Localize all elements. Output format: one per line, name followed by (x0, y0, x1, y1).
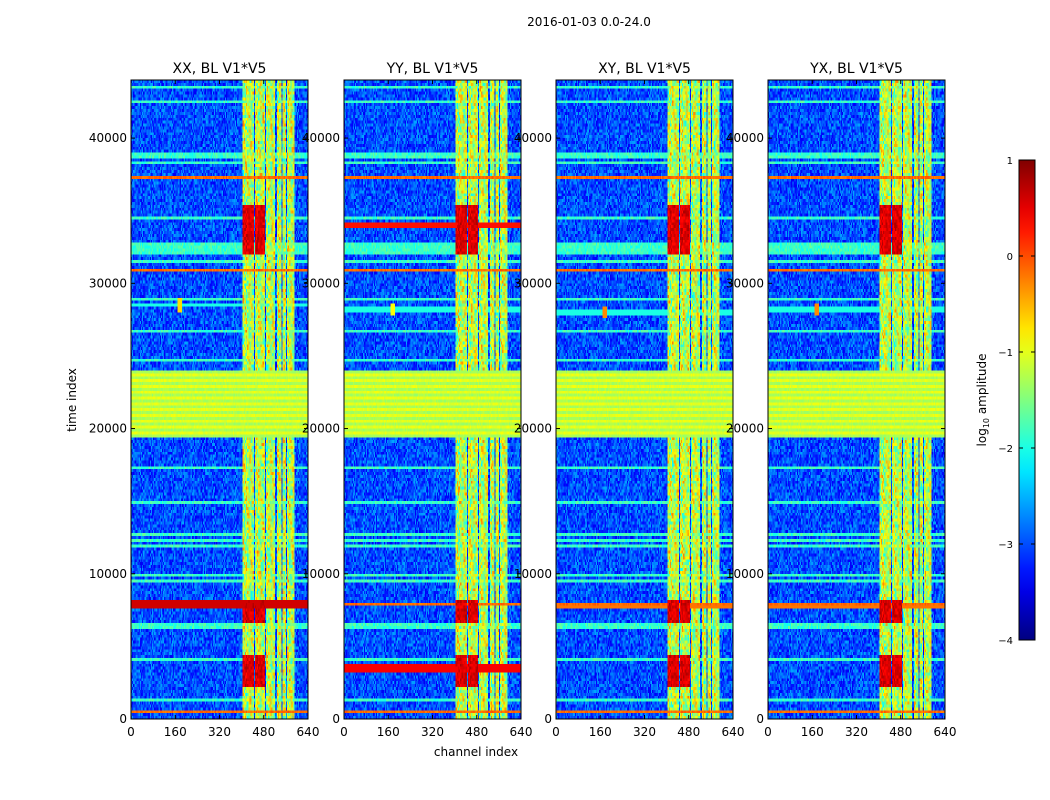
y-axis-label: time index (65, 368, 79, 432)
panel-xy: XY, BL V1*V5 0 160 320 480 640 0 10000 20000 3000… (514, 61, 745, 739)
x-tick-label: 0 (552, 725, 560, 739)
panel-xx: XX, BL V1*V5 0 160 320 480 640 0 10000 20000 3000… (89, 61, 320, 739)
y-tick-label: 20000 (514, 422, 552, 436)
y-tick-label: 10000 (726, 567, 764, 581)
colorbar-tick-label: −2 (998, 444, 1013, 455)
panel-yx: YX, BL V1*V5 0 160 320 480 640 0 10000 20000 3000… (726, 61, 957, 739)
colorbar: 1 0 −1 −2 −3 −4 log10 amplitude (975, 156, 1036, 647)
panel-yy: YY, BL V1*V5 0 160 320 480 640 0 10000 20000 3000… (302, 61, 533, 739)
heatmap-image (131, 80, 308, 719)
y-tick-label: 0 (119, 712, 127, 726)
y-tick-label: 40000 (89, 131, 127, 145)
panel-title: YX, BL V1*V5 (809, 61, 903, 77)
y-tick-label: 0 (332, 712, 340, 726)
y-tick-label: 10000 (89, 567, 127, 581)
x-tick-label: 0 (127, 725, 135, 739)
x-tick-label: 480 (889, 725, 912, 739)
x-tick-label: 640 (934, 725, 957, 739)
y-tick-label: 40000 (302, 131, 340, 145)
x-tick-label: 160 (589, 725, 612, 739)
y-tick-label: 30000 (89, 276, 127, 290)
figure-suptitle: 2016-01-03 0.0-24.0 (527, 15, 651, 29)
x-tick-label: 320 (208, 725, 231, 739)
colorbar-frame (1018, 159, 1036, 641)
y-tick-label: 30000 (514, 276, 552, 290)
x-tick-label: 0 (764, 725, 772, 739)
x-tick-label: 480 (252, 725, 275, 739)
colorbar-tick-label: −4 (998, 636, 1013, 647)
x-tick-label: 640 (510, 725, 533, 739)
colorbar-tick-label: 0 (1007, 252, 1013, 263)
x-tick-label: 480 (677, 725, 700, 739)
y-tick-label: 0 (544, 712, 552, 726)
y-tick-label: 20000 (726, 422, 764, 436)
x-axis-label: channel index (434, 745, 518, 759)
x-tick-label: 640 (722, 725, 745, 739)
x-tick-label: 160 (377, 725, 400, 739)
x-tick-label: 320 (845, 725, 868, 739)
x-tick-label: 160 (801, 725, 824, 739)
colorbar-gradient (1019, 160, 1035, 640)
heatmap-image (344, 80, 521, 719)
x-tick-label: 480 (465, 725, 488, 739)
y-tick-label: 10000 (302, 567, 340, 581)
y-tick-label: 0 (756, 712, 764, 726)
y-tick-label: 30000 (302, 276, 340, 290)
x-tick-label: 0 (340, 725, 348, 739)
colorbar-tick-label: −3 (998, 540, 1013, 551)
colorbar-tick-label: 1 (1007, 156, 1013, 167)
colorbar-tick-label: −1 (998, 348, 1013, 359)
y-tick-label: 40000 (726, 131, 764, 145)
colorbar-label: log10 amplitude (975, 354, 991, 447)
x-tick-label: 640 (297, 725, 320, 739)
y-tick-label: 30000 (726, 276, 764, 290)
y-tick-label: 40000 (514, 131, 552, 145)
x-tick-label: 160 (164, 725, 187, 739)
panels-group: XX, BL V1*V5 0 160 320 480 640 0 10000 20000 3000… (89, 61, 957, 739)
heatmap-image (556, 80, 733, 719)
x-tick-label: 320 (633, 725, 656, 739)
panel-title: YY, BL V1*V5 (386, 61, 479, 77)
heatmap-image (768, 80, 945, 719)
y-tick-label: 10000 (514, 567, 552, 581)
x-tick-label: 320 (421, 725, 444, 739)
y-tick-label: 20000 (89, 422, 127, 436)
y-tick-label: 20000 (302, 422, 340, 436)
panel-title: XX, BL V1*V5 (173, 61, 267, 77)
panel-title: XY, BL V1*V5 (598, 61, 691, 77)
